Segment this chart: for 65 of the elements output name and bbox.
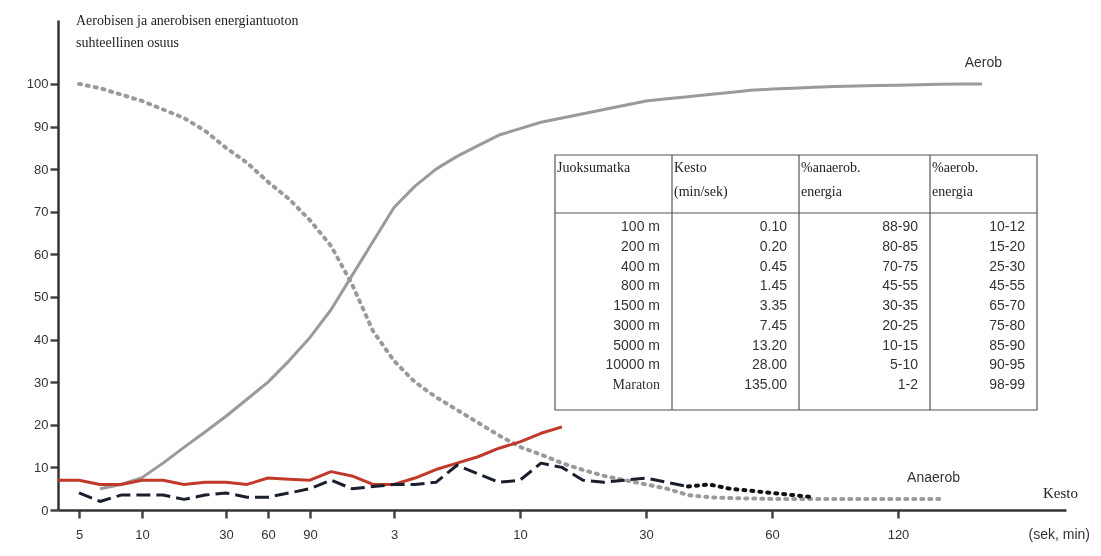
annotation: 30-35 (882, 297, 919, 313)
annotation: 10-15 (882, 336, 919, 353)
x-tick-label: 10 (135, 526, 150, 542)
y-tick-label: 10 (34, 459, 49, 475)
annotation: 5000 m (613, 336, 660, 353)
annotation: 75-80 (989, 316, 1026, 333)
text: Kesto (sek, min) (1028, 485, 1090, 542)
annotation: 400 m (621, 257, 660, 274)
y-tick-label: 40 (34, 332, 49, 348)
x-tick-label: 3 (390, 526, 399, 542)
annotation: 85-90 (989, 336, 1026, 353)
annotation: Juoksumatka (557, 160, 631, 175)
x-tick-label: 10 (513, 526, 528, 542)
annotation: 98-99 (989, 376, 1026, 392)
annotation: 1500 m (613, 297, 660, 313)
annotation: 0.10 (759, 218, 788, 234)
y-tick-label: 70 (34, 204, 49, 220)
annotation: 5-10 (889, 356, 919, 373)
annotation: 0.45 (759, 257, 788, 274)
annotation: 100 m (621, 218, 660, 234)
y-tick-label: 80 (34, 161, 49, 177)
annotation: 1.45 (759, 277, 788, 294)
annotation: 15-20 (989, 237, 1026, 254)
y-tick-label: 100 (26, 76, 49, 92)
annotation: 80-85 (882, 237, 919, 254)
annotation: 20-25 (882, 316, 919, 333)
y-tick-label: 90 (34, 119, 49, 135)
annotation: 88-90 (882, 218, 919, 234)
annotation: %anaerob. energia (801, 160, 861, 199)
x-tick-label: 30 (639, 526, 654, 542)
annotation: 65-70 (989, 297, 1026, 313)
series-label: Anaerob (907, 468, 961, 485)
annotation: 7.45 (759, 316, 788, 333)
y-tick-label: 60 (34, 246, 49, 262)
annotation: 10-12 (989, 218, 1026, 234)
annotation: 45-55 (882, 277, 919, 294)
annotation: 800 m (621, 277, 660, 294)
annotation: 13.20 (751, 336, 788, 353)
annotation: 28.00 (751, 356, 788, 373)
annotation: 10000 m (605, 356, 660, 373)
x-tick-label: 60 (261, 526, 276, 542)
y-tick-label: 0 (41, 502, 49, 518)
annotation: 3.35 (759, 297, 788, 313)
y-tick-label: 50 (34, 289, 49, 305)
annotation: 1-2 (897, 376, 919, 392)
annotation: 90-95 (989, 356, 1026, 373)
x-tick-label: 90 (303, 526, 318, 542)
annotation: 135.00 (744, 376, 788, 392)
x-tick-label: 120 (887, 526, 910, 542)
x-tick-label: 5 (75, 526, 84, 542)
y-axis-title: Aerobisen ja anerobisen energiantuoton suhteellinen osuus (76, 13, 299, 50)
x-tick-label: 60 (765, 526, 780, 542)
annotation: 70-75 (882, 257, 919, 274)
annotation: 45-55 (989, 277, 1026, 294)
x-tick-label: 30 (219, 526, 234, 542)
annotation: Maraton (612, 377, 660, 392)
annotation: 200 m (621, 237, 660, 254)
annotation: %aerob. energia (932, 160, 979, 199)
series-label: Aerob (964, 53, 1003, 70)
annotation: 3000 m (613, 316, 660, 333)
y-tick-label: 30 (34, 374, 49, 390)
annotation: Kesto (min/sek) (674, 160, 728, 200)
annotation: 25-30 (989, 257, 1026, 274)
y-tick-label: 20 (34, 417, 49, 433)
annotation: 0.20 (759, 237, 788, 254)
